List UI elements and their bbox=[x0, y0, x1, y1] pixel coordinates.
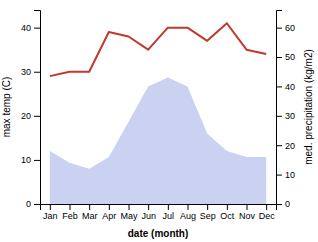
y2-tick-mark bbox=[276, 86, 282, 87]
x-tick-label: Feb bbox=[62, 211, 78, 221]
x-tick: Feb bbox=[62, 204, 78, 221]
x-tick-label: Apr bbox=[102, 211, 116, 221]
y-tick-label: 30 bbox=[21, 67, 31, 77]
temperature-line bbox=[50, 23, 266, 76]
x-tick: Dec bbox=[259, 204, 276, 221]
x-tick: Mar bbox=[82, 204, 98, 221]
y2-tick-mark bbox=[276, 57, 282, 58]
x-tick: Oct bbox=[220, 204, 235, 221]
y-tick: 10 bbox=[21, 155, 40, 165]
y2-tick: 30 bbox=[276, 111, 295, 121]
x-tick-mark bbox=[89, 204, 90, 210]
x-tick-label: Jul bbox=[163, 211, 175, 221]
y-tick-mark bbox=[34, 160, 40, 161]
x-tick: Jan bbox=[43, 204, 58, 221]
y-tick-mark bbox=[34, 72, 40, 73]
y2-tick: 0 bbox=[276, 199, 290, 209]
y2-tick: 50 bbox=[276, 52, 295, 62]
y2-tick-mark bbox=[276, 28, 282, 29]
y2-tick-label: 20 bbox=[285, 141, 295, 151]
y2-tick-label: 50 bbox=[285, 52, 295, 62]
y-tick-mark bbox=[34, 28, 40, 29]
y-tick: 20 bbox=[21, 111, 40, 121]
x-tick-mark bbox=[50, 204, 51, 210]
x-tick: May bbox=[120, 204, 138, 221]
y-tick: 30 bbox=[21, 67, 40, 77]
y2-axis: 0 10 20 30 40 50 60 bbox=[276, 11, 295, 210]
y2-tick: 10 bbox=[276, 170, 295, 180]
x-tick-label: Aug bbox=[180, 211, 196, 221]
y-tick-label: 40 bbox=[21, 23, 31, 33]
y2-tick-label: 60 bbox=[285, 23, 295, 33]
x-tick-mark bbox=[247, 204, 248, 210]
y2-tick-mark bbox=[276, 145, 282, 146]
x-axis: Jan Feb Mar Apr MayJun Jul Aug Sep Oct NovDec bbox=[41, 204, 277, 221]
x-tick-mark bbox=[266, 204, 267, 210]
y2-tick-mark bbox=[276, 116, 282, 117]
y-axis: 0 10 20 30 40 bbox=[21, 11, 41, 210]
x-tick: Aug bbox=[180, 204, 196, 221]
y-tick: 0 bbox=[26, 199, 40, 209]
x-tick-label: Jun bbox=[141, 211, 156, 221]
x-tick: Sep bbox=[200, 204, 216, 221]
x-tick-mark bbox=[188, 204, 189, 210]
y2-tick: 60 bbox=[276, 23, 295, 33]
precipitation-area bbox=[50, 78, 266, 204]
y2-tick-mark bbox=[276, 175, 282, 176]
axis-line bbox=[34, 11, 41, 205]
y-tick-label: 0 bbox=[26, 199, 31, 209]
plot-root: Jan Feb Mar Apr MayJun Jul Aug Sep Oct NovDec 0 10 2… bbox=[1, 11, 314, 240]
x-tick-label: Oct bbox=[220, 211, 235, 221]
y2-tick-label: 10 bbox=[285, 170, 295, 180]
x-tick: Apr bbox=[102, 204, 116, 221]
x-tick-mark bbox=[227, 204, 228, 210]
y-tick-label: 10 bbox=[21, 155, 31, 165]
y2-tick: 20 bbox=[276, 141, 295, 151]
y2-tick-mark bbox=[276, 204, 282, 205]
marks bbox=[50, 23, 266, 204]
x-tick-mark bbox=[109, 204, 110, 210]
y2-tick-label: 0 bbox=[285, 199, 290, 209]
y-tick-mark bbox=[34, 116, 40, 117]
x-tick-mark bbox=[207, 204, 208, 210]
y-tick: 40 bbox=[21, 23, 40, 33]
x-axis-title: date (month) bbox=[128, 228, 189, 239]
chart: Jan Feb Mar Apr MayJun Jul Aug Sep Oct NovDec 0 10 2… bbox=[0, 0, 318, 242]
y2-tick: 40 bbox=[276, 82, 295, 92]
x-tick: Jun bbox=[141, 204, 156, 221]
x-tick-mark bbox=[168, 204, 169, 210]
x-tick-mark bbox=[129, 204, 130, 210]
x-tick-label: May bbox=[120, 211, 138, 221]
x-tick-label: Mar bbox=[82, 211, 98, 221]
y-axis-title: max temp (C) bbox=[1, 77, 12, 138]
x-tick-label: Nov bbox=[239, 211, 256, 221]
x-tick-mark bbox=[70, 204, 71, 210]
y2-tick-label: 30 bbox=[285, 111, 295, 121]
axis-line bbox=[277, 11, 283, 205]
x-tick-label: Dec bbox=[259, 211, 276, 221]
x-tick: Nov bbox=[239, 204, 256, 221]
axis-line bbox=[41, 205, 277, 211]
x-tick-label: Sep bbox=[200, 211, 216, 221]
y2-axis-title: med. precipitation (kg/m2) bbox=[303, 49, 314, 165]
y-tick-mark bbox=[34, 204, 40, 205]
y2-tick-label: 40 bbox=[285, 82, 295, 92]
y-tick-label: 20 bbox=[21, 111, 31, 121]
x-tick: Jul bbox=[163, 204, 175, 221]
x-tick-mark bbox=[148, 204, 149, 210]
x-tick-label: Jan bbox=[43, 211, 58, 221]
